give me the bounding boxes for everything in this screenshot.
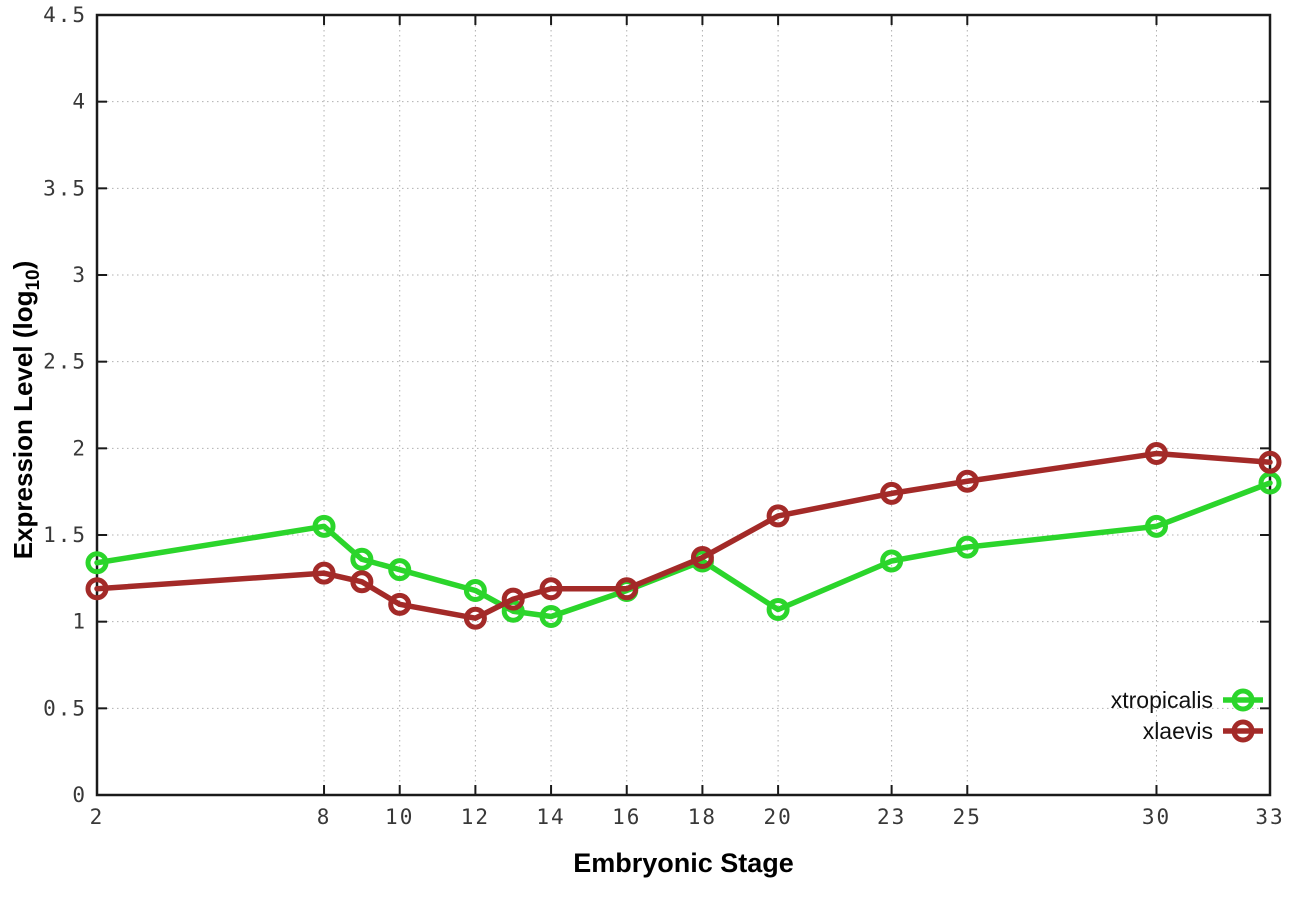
y-tick-label: 2 xyxy=(72,436,87,460)
data-point-marker-xlaevis xyxy=(955,469,979,493)
legend-label: xtropicalis xyxy=(1111,687,1213,713)
data-point-marker-xtropicalis xyxy=(312,514,336,538)
x-tick-label: 25 xyxy=(953,805,982,829)
data-point-marker-xlaevis xyxy=(312,561,336,585)
plot-border xyxy=(95,13,1272,797)
data-point-marker-xlaevis xyxy=(1258,450,1282,474)
y-tick-label: 3 xyxy=(72,263,87,287)
x-tick-label: 20 xyxy=(763,805,792,829)
data-point-marker-xlaevis xyxy=(1144,442,1168,466)
x-tick-label: 18 xyxy=(688,805,717,829)
x-tick-label: 30 xyxy=(1142,805,1171,829)
data-point-marker-xtropicalis xyxy=(539,604,563,628)
x-tick-label: 14 xyxy=(536,805,565,829)
data-point-marker-xlaevis xyxy=(539,577,563,601)
y-tick-label: 1 xyxy=(72,610,87,634)
data-point-marker-xlaevis xyxy=(690,546,714,570)
data-point-marker-xtropicalis xyxy=(880,549,904,573)
data-point-marker-xlaevis xyxy=(615,577,639,601)
y-axis-label-main: Expression Level (log xyxy=(8,291,38,560)
x-tick-label: 23 xyxy=(877,805,906,829)
data-point-marker-xtropicalis xyxy=(1258,471,1282,495)
data-point-marker-xtropicalis xyxy=(350,547,374,571)
data-point-marker-xtropicalis xyxy=(955,535,979,559)
data-point-marker-xtropicalis xyxy=(388,558,412,582)
data-point-marker-xtropicalis xyxy=(85,551,109,575)
grid-lines xyxy=(97,15,1270,795)
y-axis-label: Expression Level (log10) xyxy=(8,261,44,560)
legend-marker xyxy=(1231,688,1255,712)
data-point-marker-xlaevis xyxy=(880,481,904,505)
data-point-marker-xlaevis xyxy=(501,587,525,611)
legend-marker xyxy=(1231,719,1255,743)
x-tick-label: 8 xyxy=(317,805,332,829)
y-tick-label: 0.5 xyxy=(43,696,87,720)
y-tick-label: 4 xyxy=(72,90,87,114)
series-xlaevis xyxy=(85,442,1282,630)
tick-marks xyxy=(96,14,1271,796)
data-point-marker-xlaevis xyxy=(85,577,109,601)
data-point-marker-xtropicalis xyxy=(1144,514,1168,538)
data-point-marker-xlaevis xyxy=(350,570,374,594)
x-tick-label: 12 xyxy=(461,805,490,829)
x-tick-label: 10 xyxy=(385,805,414,829)
x-tick-label: 33 xyxy=(1255,805,1284,829)
data-point-marker-xtropicalis xyxy=(463,578,487,602)
x-axis-label: Embryonic Stage xyxy=(573,848,794,878)
data-point-marker-xtropicalis xyxy=(766,598,790,622)
legend-label: xlaevis xyxy=(1143,718,1213,744)
y-tick-label: 0 xyxy=(72,783,87,807)
y-tick-label: 4.5 xyxy=(43,3,87,27)
y-tick-label: 3.5 xyxy=(43,176,87,200)
data-point-marker-xlaevis xyxy=(388,592,412,616)
legend-item-xlaevis: xlaevis xyxy=(1143,718,1263,744)
legend-item-xtropicalis: xtropicalis xyxy=(1111,687,1263,713)
y-axis-label-close: ) xyxy=(8,261,38,270)
y-tick-label: 1.5 xyxy=(43,523,87,547)
legend: xtropicalis xlaevis xyxy=(1111,687,1263,744)
data-point-marker-xlaevis xyxy=(766,504,790,528)
x-tick-label: 2 xyxy=(90,805,105,829)
y-axis-label-subscript: 10 xyxy=(23,269,44,290)
y-tick-label: 2.5 xyxy=(43,350,87,374)
x-tick-label: 16 xyxy=(612,805,641,829)
data-point-marker-xlaevis xyxy=(463,606,487,630)
data-point-marker-xtropicalis xyxy=(501,599,525,623)
